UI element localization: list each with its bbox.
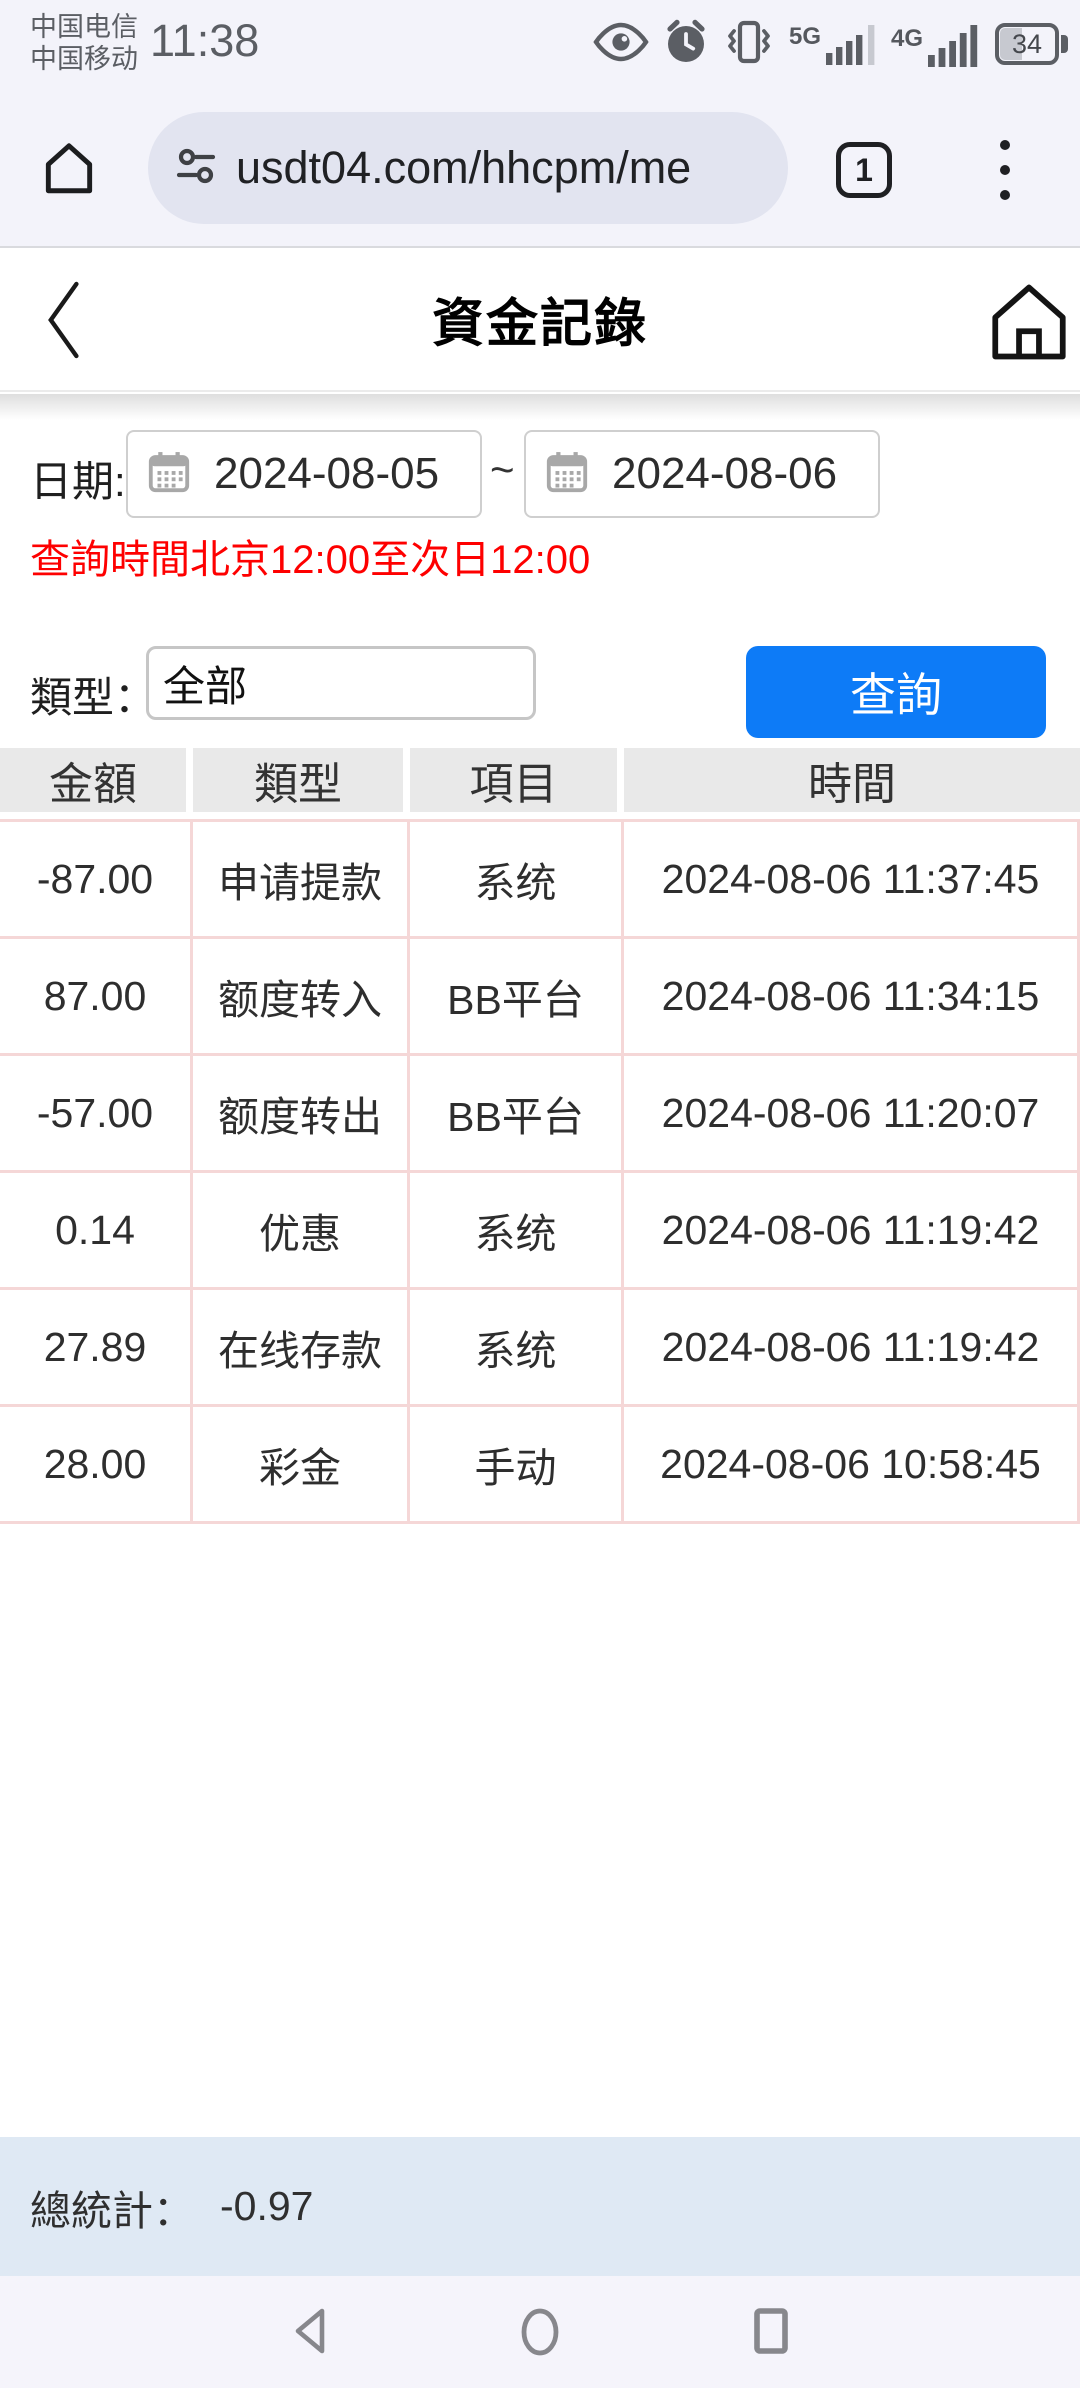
cell-item: 系统 (410, 1173, 624, 1287)
sim2-signal-bars (928, 25, 978, 67)
browser-menu-button[interactable] (1000, 140, 1010, 200)
cell-item: 系统 (410, 1290, 624, 1404)
home-link[interactable] (982, 276, 1076, 373)
date-range-separator: ~ (490, 446, 515, 493)
query-button[interactable]: 查詢 (746, 646, 1046, 738)
carrier-labels: 中国电信 中国移动 (30, 11, 138, 75)
header-shadow-divider (0, 394, 1080, 420)
total-label: 總統計： (30, 2187, 194, 2234)
cell-amount: -57.00 (0, 1056, 193, 1170)
back-triangle-icon (295, 2308, 325, 2354)
nav-home-button[interactable] (519, 2306, 561, 2363)
cell-time: 2024-08-06 10:58:45 (624, 1407, 1080, 1521)
browser-home-button[interactable] (38, 136, 100, 205)
vibrate-icon (722, 18, 776, 71)
android-navbar (0, 2276, 1080, 2388)
tab-count: 1 (855, 151, 873, 188)
carrier-line2: 中国移动 (30, 44, 138, 74)
sim2-network-label: 4G (890, 25, 923, 52)
date-from-input[interactable]: 2024-08-05 (126, 430, 482, 518)
table-row: 87.00 额度转入 BB平台 2024-08-06 11:34:15 (0, 939, 1080, 1056)
column-header-amount: 金額 (0, 748, 193, 812)
sim1-signal: 5G (789, 23, 878, 65)
battery-icon: 34 (995, 23, 1059, 65)
url-text: usdt04.com/hhcpm/me (236, 142, 692, 193)
chevron-left-icon (48, 281, 79, 359)
sim1-signal-bars (825, 25, 875, 65)
nav-recents-button[interactable] (752, 2306, 790, 2361)
cell-type: 彩金 (193, 1407, 410, 1521)
table-row: -57.00 额度转出 BB平台 2024-08-06 11:20:07 (0, 1056, 1080, 1173)
calendar-icon (146, 449, 192, 500)
alarm-clock-icon (663, 18, 709, 71)
sim1-network-label: 5G (788, 23, 821, 50)
column-header-time: 時間 (624, 748, 1080, 812)
cell-item: BB平台 (410, 939, 624, 1053)
date-to-input[interactable]: 2024-08-06 (524, 430, 880, 518)
nav-back-button[interactable] (291, 2306, 327, 2361)
battery-nub (1061, 35, 1068, 53)
site-settings-tune-icon[interactable] (174, 144, 218, 193)
sim2-signal: 4G (891, 21, 982, 67)
type-filter-label: 類型： (30, 674, 157, 721)
eye-icon (592, 22, 650, 67)
tab-switcher-button[interactable]: 1 (836, 142, 892, 198)
cell-item: 手动 (410, 1407, 624, 1521)
back-button[interactable] (42, 280, 82, 365)
type-select-value: 全部 (163, 662, 248, 710)
cell-item: 系统 (410, 822, 624, 936)
cell-amount: 87.00 (0, 939, 193, 1053)
cell-time: 2024-08-06 11:37:45 (624, 822, 1080, 936)
total-summary-bar: 總統計： -0.97 (0, 2137, 1080, 2276)
cell-amount: 0.14 (0, 1173, 193, 1287)
table-row: 28.00 彩金 手动 2024-08-06 10:58:45 (0, 1407, 1080, 1524)
home-circle-icon (521, 2308, 559, 2356)
battery-indicator: 34 (995, 23, 1068, 65)
cell-type: 申请提款 (193, 822, 410, 936)
page-header: 資金記錄 (0, 246, 1080, 392)
cell-item: BB平台 (410, 1056, 624, 1170)
battery-percent: 34 (1011, 28, 1043, 59)
cell-time: 2024-08-06 11:19:42 (624, 1173, 1080, 1287)
cell-time: 2024-08-06 11:34:15 (624, 939, 1080, 1053)
date-to-value: 2024-08-06 (612, 449, 838, 498)
cell-type: 额度转入 (193, 939, 410, 1053)
column-header-item: 項目 (410, 748, 624, 812)
system-chrome: 中国电信 中国移动 11:38 5G 4G (0, 0, 1080, 246)
home-icon (45, 143, 93, 194)
battery-fill (1000, 28, 1022, 60)
table-row: -87.00 申请提款 系统 2024-08-06 11:37:45 (0, 822, 1080, 939)
table-row: 0.14 优惠 系统 2024-08-06 11:19:42 (0, 1173, 1080, 1290)
status-time: 11:38 (150, 15, 260, 66)
date-filter-label: 日期: (30, 458, 126, 505)
table-header: 金額 類型 項目 時間 (0, 748, 1080, 812)
cell-type: 额度转出 (193, 1056, 410, 1170)
cell-type: 优惠 (193, 1173, 410, 1287)
url-bar[interactable]: usdt04.com/hhcpm/me (148, 112, 788, 224)
table-body: -87.00 申请提款 系统 2024-08-06 11:37:45 87.00… (0, 819, 1080, 1524)
column-header-type: 類型 (193, 748, 410, 812)
query-time-notice: 查詢時間北京12:00至次日12:00 (30, 538, 591, 582)
cell-time: 2024-08-06 11:19:42 (624, 1290, 1080, 1404)
carrier-line1: 中国电信 (30, 12, 138, 42)
cell-type: 在线存款 (193, 1290, 410, 1404)
recents-square-icon (754, 2308, 788, 2354)
status-icons: 5G 4G 34 (592, 16, 1068, 72)
cell-amount: 27.89 (0, 1290, 193, 1404)
total-value: -0.97 (220, 2183, 314, 2229)
cell-amount: 28.00 (0, 1407, 193, 1521)
date-from-value: 2024-08-05 (214, 449, 440, 498)
cell-time: 2024-08-06 11:20:07 (624, 1056, 1080, 1170)
house-icon (992, 284, 1066, 360)
page-title: 資金記錄 (431, 295, 649, 354)
table-row: 27.89 在线存款 系统 2024-08-06 11:19:42 (0, 1290, 1080, 1407)
calendar-icon (544, 449, 590, 500)
cell-amount: -87.00 (0, 822, 193, 936)
type-select[interactable]: 全部 (146, 646, 536, 720)
